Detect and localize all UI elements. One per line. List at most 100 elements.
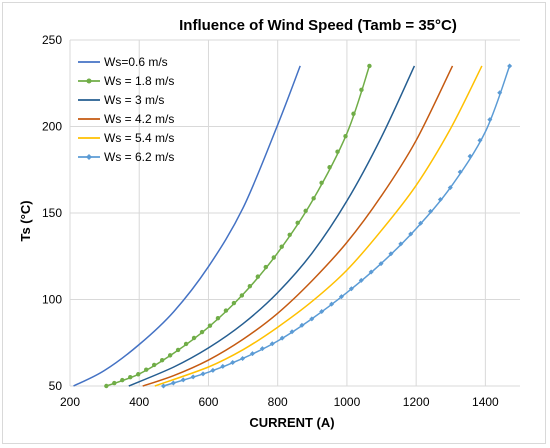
y-axis-title: Ts (°C) (18, 200, 33, 241)
data-point (247, 283, 253, 289)
data-point (269, 341, 275, 347)
gridlines (69, 39, 520, 387)
data-point (351, 111, 356, 116)
x-tick-label: 1400 (472, 395, 499, 409)
data-point (223, 308, 229, 313)
legend-label: Ws = 4.2 m/s (104, 112, 174, 126)
legend-item: Ws=0.6 m/s (78, 55, 168, 69)
data-point (378, 261, 384, 267)
data-point (279, 244, 284, 249)
data-point (467, 153, 473, 159)
series-group (73, 63, 513, 389)
legend: Ws=0.6 m/s Ws = 1.8 m/s Ws = 3 m/s Ws = 4.2… (78, 55, 174, 164)
data-point (199, 329, 205, 335)
data-point (215, 315, 221, 321)
data-point (240, 356, 246, 362)
data-point (210, 367, 216, 373)
data-point (231, 300, 237, 306)
legend-item: Ws = 4.2 m/s (78, 112, 174, 126)
data-point (358, 277, 364, 283)
data-point (418, 220, 424, 226)
data-point (319, 308, 325, 314)
series-5 (154, 65, 483, 387)
data-point (289, 329, 295, 335)
legend-label: Ws = 3 m/s (104, 93, 164, 107)
legend-label: Ws = 1.8 m/s (104, 74, 174, 88)
series-4 (142, 65, 454, 387)
data-point (239, 293, 245, 298)
tick-labels: 50 100 150 200 250 200 400 600 800 1000 1200 1400 (42, 33, 499, 409)
data-point (477, 137, 483, 143)
data-point (104, 383, 109, 389)
data-point (327, 165, 332, 170)
data-point (367, 63, 372, 69)
data-point (359, 87, 364, 93)
data-point (175, 347, 181, 353)
data-point (170, 380, 176, 386)
data-point (457, 169, 463, 175)
legend-label: Ws = 6.2 m/s (104, 150, 174, 164)
data-point (128, 374, 133, 380)
data-point (230, 359, 236, 365)
series-2 (104, 63, 372, 389)
x-axis-title: CURRENT (A) (249, 415, 334, 430)
data-point (190, 374, 196, 380)
legend-item: Ws = 5.4 m/s (78, 131, 174, 145)
data-point (497, 90, 503, 96)
x-tick-label: 1200 (403, 395, 430, 409)
legend-item: Ws = 6.2 m/s (78, 150, 174, 164)
legend-label: Ws = 5.4 m/s (104, 131, 174, 145)
series-line (142, 65, 454, 387)
data-point (507, 63, 513, 69)
data-point (112, 380, 117, 386)
x-tick-label: 400 (129, 395, 149, 409)
data-point (220, 363, 226, 369)
legend-marker (86, 78, 92, 84)
data-point (160, 383, 166, 389)
data-point (259, 346, 265, 352)
data-point (279, 335, 285, 341)
legend-item: Ws = 3 m/s (78, 93, 164, 107)
chart-frame (2, 2, 546, 444)
data-point (136, 372, 141, 377)
data-point (287, 232, 292, 237)
y-tick-label: 150 (42, 206, 62, 220)
x-tick-label: 600 (198, 395, 218, 409)
y-tick-label: 50 (49, 379, 63, 393)
data-point (343, 133, 348, 139)
data-point (120, 377, 125, 383)
data-point (159, 357, 165, 363)
data-point (398, 241, 404, 247)
series-1 (73, 65, 301, 387)
data-point (299, 322, 305, 328)
series-3 (128, 65, 416, 387)
data-point (271, 255, 276, 260)
data-point (255, 274, 261, 279)
data-point (338, 294, 344, 300)
data-point (191, 335, 197, 341)
y-tick-label: 100 (42, 293, 62, 307)
chart-title: Influence of Wind Speed (Tamb = 35°C) (179, 17, 457, 34)
data-point (408, 231, 414, 237)
data-point (319, 180, 324, 185)
series-line (154, 65, 483, 387)
y-tick-label: 250 (42, 33, 62, 47)
data-point (348, 286, 354, 292)
data-point (263, 264, 268, 270)
y-tick-label: 200 (42, 120, 62, 134)
data-point (487, 117, 493, 123)
data-point (207, 323, 213, 328)
data-point (144, 367, 149, 372)
data-point (303, 208, 308, 214)
data-point (167, 353, 173, 358)
data-point (329, 301, 335, 307)
legend-label: Ws=0.6 m/s (104, 55, 168, 69)
data-point (309, 316, 315, 322)
legend-marker (86, 154, 92, 160)
data-point (447, 185, 453, 191)
data-point (295, 220, 300, 226)
data-point (249, 351, 255, 357)
series-6 (160, 63, 513, 389)
data-point (311, 196, 316, 201)
